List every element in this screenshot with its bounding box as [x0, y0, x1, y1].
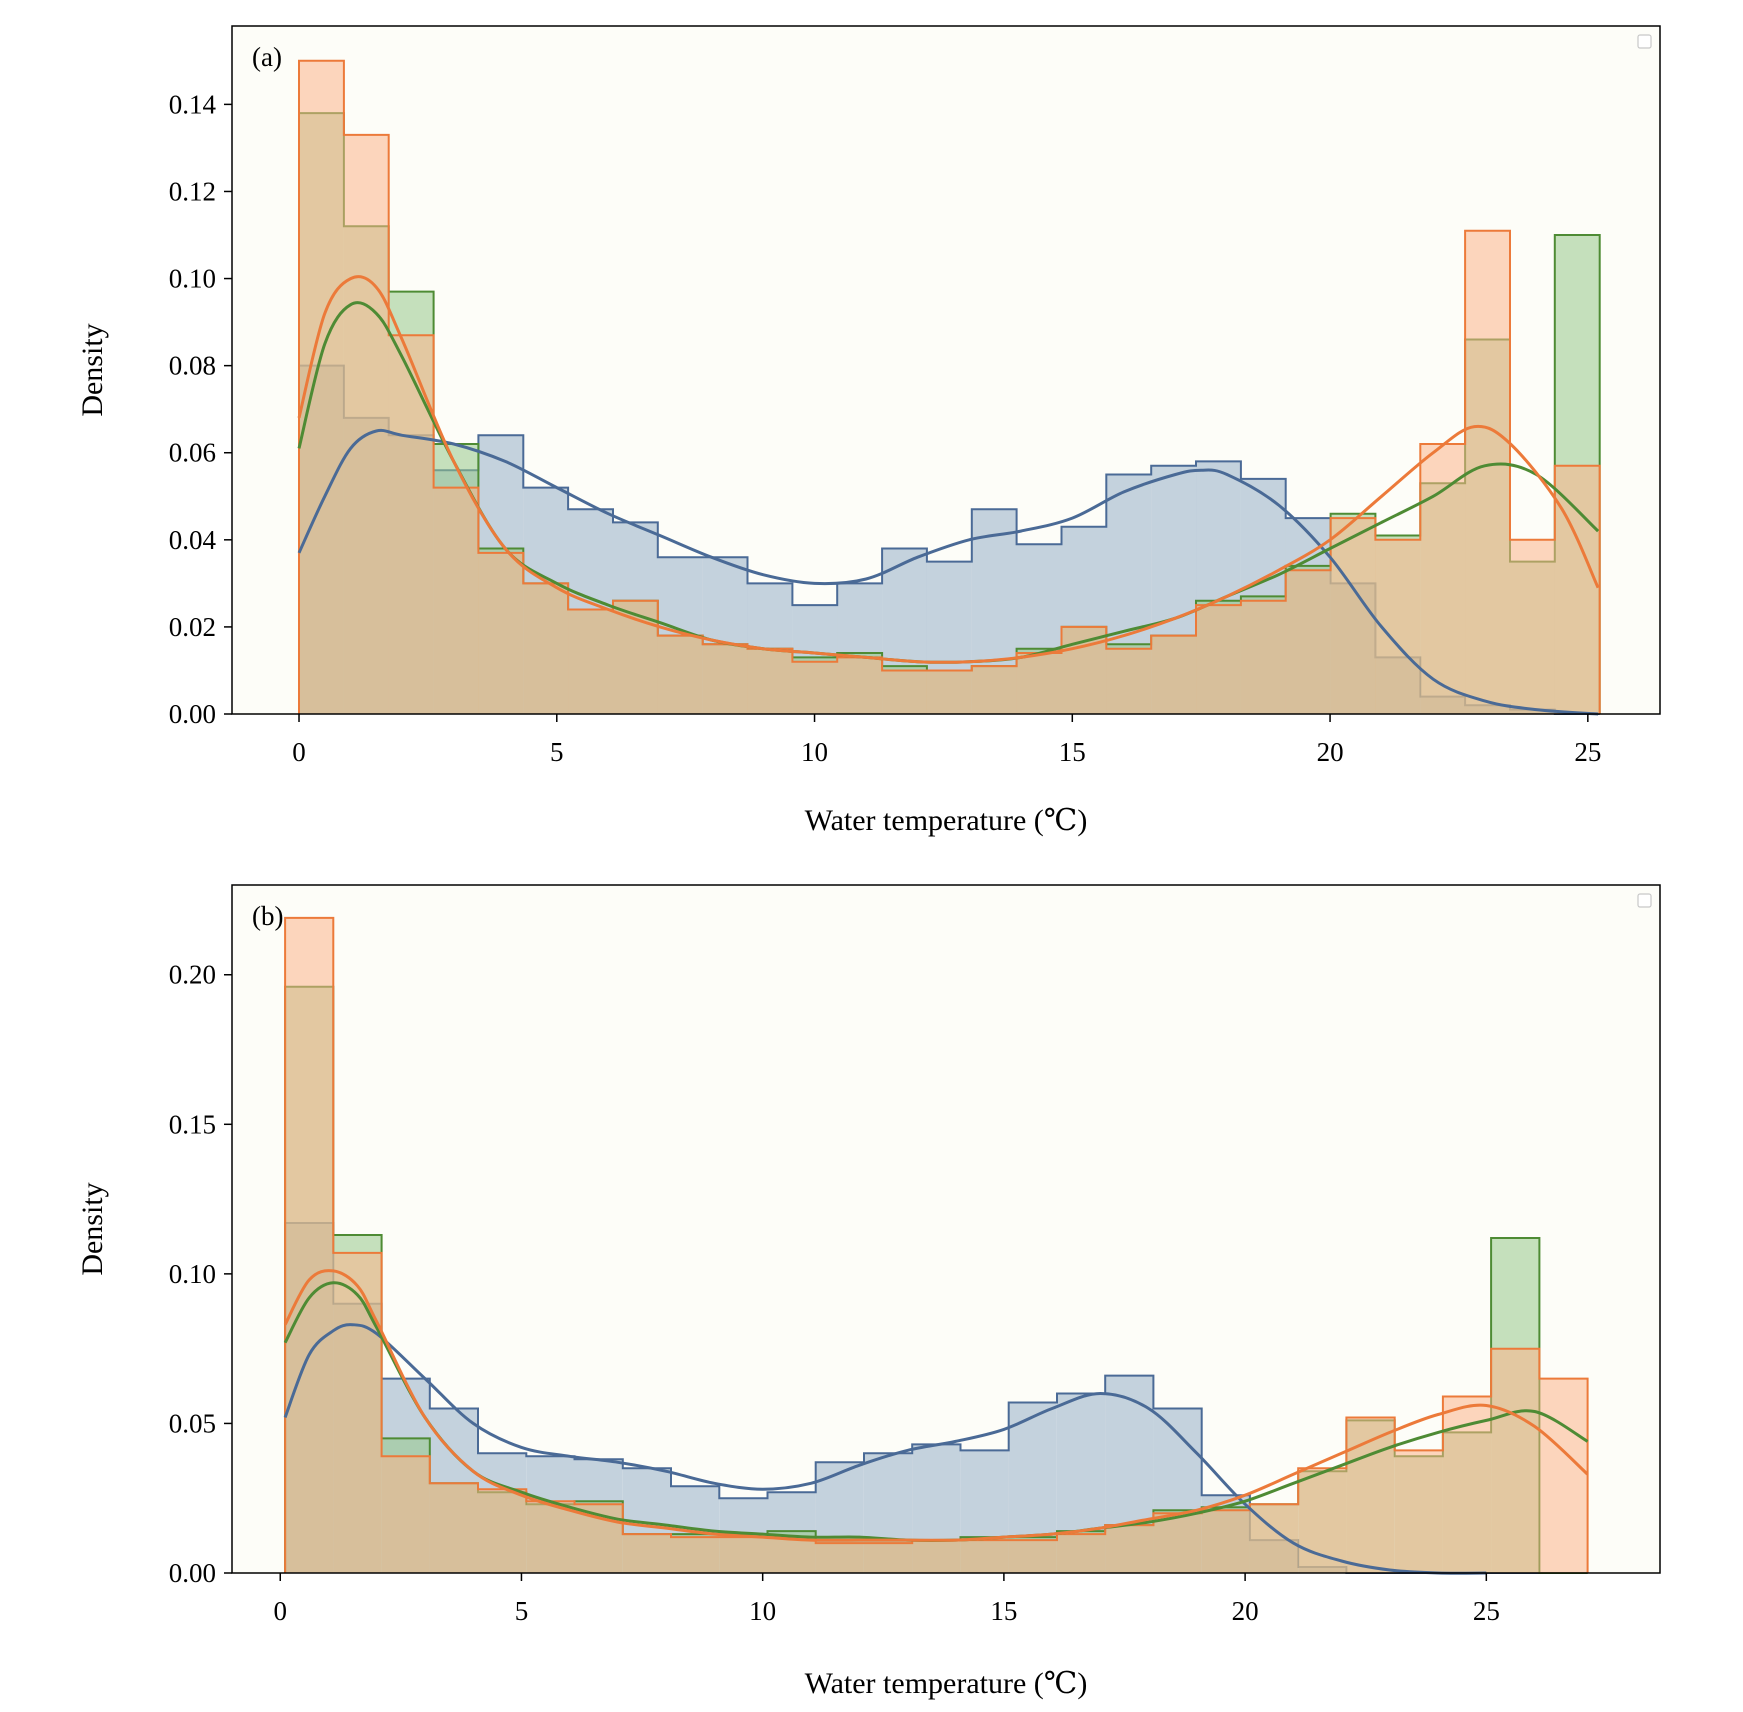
histogram-bar [767, 1537, 816, 1573]
histogram-bar [1240, 600, 1286, 714]
histogram-bar [1298, 1468, 1347, 1573]
y-tick-label: 0.12 [169, 176, 216, 206]
y-tick-label: 0.10 [169, 264, 216, 294]
histogram-bar [343, 134, 389, 714]
histogram-bar [1539, 1378, 1588, 1573]
y-tick-label: 0.00 [169, 1558, 216, 1588]
histogram-bar [1330, 518, 1376, 714]
x-axis-title: Water temperature (℃) [805, 804, 1088, 837]
panel-label: (a) [252, 42, 282, 72]
y-axis-title: Density [76, 1182, 109, 1275]
x-tick-label: 15 [990, 1596, 1017, 1626]
x-tick-label: 25 [1574, 737, 1601, 767]
x-tick-label: 10 [749, 1596, 776, 1626]
y-tick-label: 0.15 [169, 1109, 216, 1139]
legend-box [1637, 34, 1652, 49]
y-axis-title: Density [76, 323, 109, 416]
x-tick-label: 20 [1232, 1596, 1259, 1626]
histogram-bar [622, 1534, 671, 1573]
histogram-bar [285, 917, 334, 1573]
histogram-bar [1016, 653, 1062, 714]
histogram-bar [971, 666, 1017, 714]
y-tick-label: 0.20 [169, 960, 216, 990]
histogram-bar [657, 635, 703, 714]
histogram-bar [526, 1501, 575, 1573]
x-tick-label: 0 [292, 737, 306, 767]
histogram-bar [882, 670, 927, 714]
y-tick-label: 0.10 [169, 1259, 216, 1289]
y-tick-label: 0.08 [169, 351, 216, 381]
histogram-bar [429, 1483, 478, 1573]
histogram-bar [1510, 539, 1555, 714]
chart-panel-a: 0 5 10 15 20 25 0.00 0.02 0.04 0.06 0.08 0.10 0.12 0.… [76, 25, 1661, 837]
histogram-bar [1491, 1348, 1540, 1573]
histogram-bar [792, 661, 838, 714]
histogram-bar [864, 1543, 913, 1573]
histogram-bar [926, 670, 972, 714]
legend-box [1637, 893, 1652, 908]
kde-line-orange [297, 275, 1600, 664]
series-orange [284, 916, 1589, 1573]
x-tick-label: 5 [550, 737, 564, 767]
kde-line-orange [283, 1269, 1589, 1542]
histogram-bar [1196, 605, 1241, 714]
histogram-bar [1394, 1450, 1443, 1573]
histogram-bar [478, 1489, 527, 1573]
y-tick-label: 0.05 [169, 1408, 216, 1438]
histogram-bar [523, 583, 569, 714]
x-tick-label: 15 [1059, 737, 1086, 767]
histogram-bar [1151, 635, 1197, 714]
x-tick-label: 5 [515, 1596, 529, 1626]
histogram-bar [747, 648, 793, 714]
y-tick-label: 0.14 [169, 89, 217, 119]
kde-line-blue [283, 1323, 1487, 1575]
histogram-bar [702, 644, 748, 714]
x-tick-label: 10 [801, 737, 828, 767]
histogram-bar [1346, 1417, 1395, 1573]
histogram-bar [433, 487, 479, 714]
histogram-bar [478, 552, 524, 714]
y-tick-label: 0.04 [169, 525, 217, 555]
histogram-bar [1285, 570, 1331, 714]
histogram-bar [719, 1537, 768, 1573]
histogram-bar [815, 1543, 864, 1573]
x-axis-title: Water temperature (℃) [805, 1667, 1088, 1700]
histogram-bar [333, 1252, 382, 1573]
histogram-bar [1554, 465, 1600, 714]
plot-frame [231, 884, 1661, 1574]
histogram-bar [1442, 1396, 1492, 1573]
x-tick-label: 20 [1317, 737, 1344, 767]
y-tick-label: 0.00 [169, 699, 216, 729]
x-tick-label: 0 [273, 1596, 287, 1626]
panel-label: (b) [252, 901, 283, 931]
y-tick-label: 0.02 [169, 612, 216, 642]
histogram-bar [671, 1537, 720, 1573]
histogram-bar [381, 1456, 430, 1573]
histogram-bar [1008, 1540, 1057, 1573]
histogram-bar [912, 1540, 961, 1573]
histogram-bar [1153, 1513, 1202, 1573]
histogram-bar [1106, 648, 1152, 714]
histogram-bar [1057, 1534, 1106, 1573]
histogram-bar [1201, 1510, 1250, 1573]
x-tick-label: 25 [1473, 1596, 1500, 1626]
y-tick-label: 0.06 [169, 438, 216, 468]
histogram-bar [1105, 1525, 1154, 1573]
plot-frame [231, 25, 1661, 715]
histogram-bar [837, 657, 883, 714]
histogram-bar [568, 609, 613, 714]
histogram-bar [960, 1540, 1009, 1573]
histogram-bar [388, 335, 434, 714]
histogram-bar [1465, 230, 1510, 714]
chart-panel-b: 0 5 10 15 20 25 0.00 0.05 0.10 0.15 0.20 Water temp… [76, 884, 1661, 1700]
